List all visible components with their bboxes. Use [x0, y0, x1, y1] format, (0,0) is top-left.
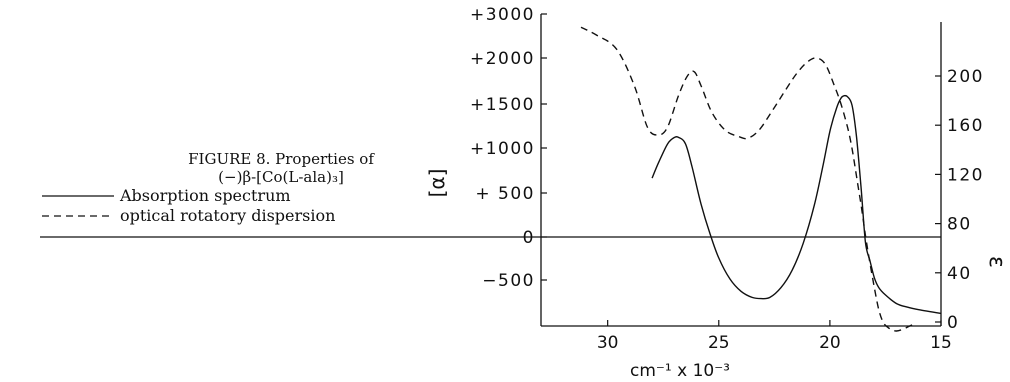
dashed-line-swatch-icon	[42, 215, 114, 217]
x-axis-title: cm⁻¹ x 10⁻³	[630, 361, 730, 381]
legend-item-absorption: Absorption spectrum	[42, 186, 335, 206]
y-left-tick-label: +3000	[470, 5, 535, 25]
y-right-tick-label: 200	[947, 67, 984, 87]
series-layer	[580, 26, 942, 332]
x-tick-label: 20	[819, 333, 841, 353]
y-right-tick-label: 0	[947, 313, 959, 333]
caption-line-2: (−)β-[Co(L-ala)₃]	[218, 168, 344, 186]
y-left-tick-label: +2000	[470, 49, 535, 69]
y-right-tick-label: 120	[947, 165, 984, 185]
axes	[40, 13, 942, 327]
y-left-tick-label: 0	[523, 228, 535, 248]
legend-label-ord: optical rotatory dispersion	[120, 206, 336, 225]
absorption-curve	[651, 94, 942, 315]
ord-curve	[580, 26, 913, 332]
figure-caption: FIGURE 8. Properties of (−)β-[Co(L-ala)₃…	[176, 150, 386, 186]
solid-line-swatch-icon	[42, 195, 114, 197]
y-left-tick-label: + 500	[475, 184, 535, 204]
y-right-tick-label: 40	[947, 264, 972, 284]
labels-layer: +3000+2000+1500+1000+ 5000−5002001601208…	[425, 5, 1009, 381]
y-left-tick-label: −500	[482, 271, 535, 291]
y-left-axis-title: [α]	[425, 169, 449, 198]
y-left-tick-label: +1000	[470, 139, 535, 159]
caption-line-1: FIGURE 8. Properties of	[188, 150, 374, 168]
x-tick-label: 15	[930, 333, 952, 353]
y-right-tick-label: 160	[947, 116, 984, 136]
x-tick-label: 25	[708, 333, 730, 353]
legend: Absorption spectrum optical rotatory dis…	[42, 186, 335, 226]
x-tick-label: 30	[597, 333, 619, 353]
legend-label-absorption: Absorption spectrum	[120, 186, 291, 205]
y-left-tick-label: +1500	[470, 95, 535, 115]
legend-item-ord: optical rotatory dispersion	[42, 206, 335, 226]
y-right-axis-title: ε	[984, 256, 1009, 268]
y-right-tick-label: 80	[947, 215, 972, 235]
